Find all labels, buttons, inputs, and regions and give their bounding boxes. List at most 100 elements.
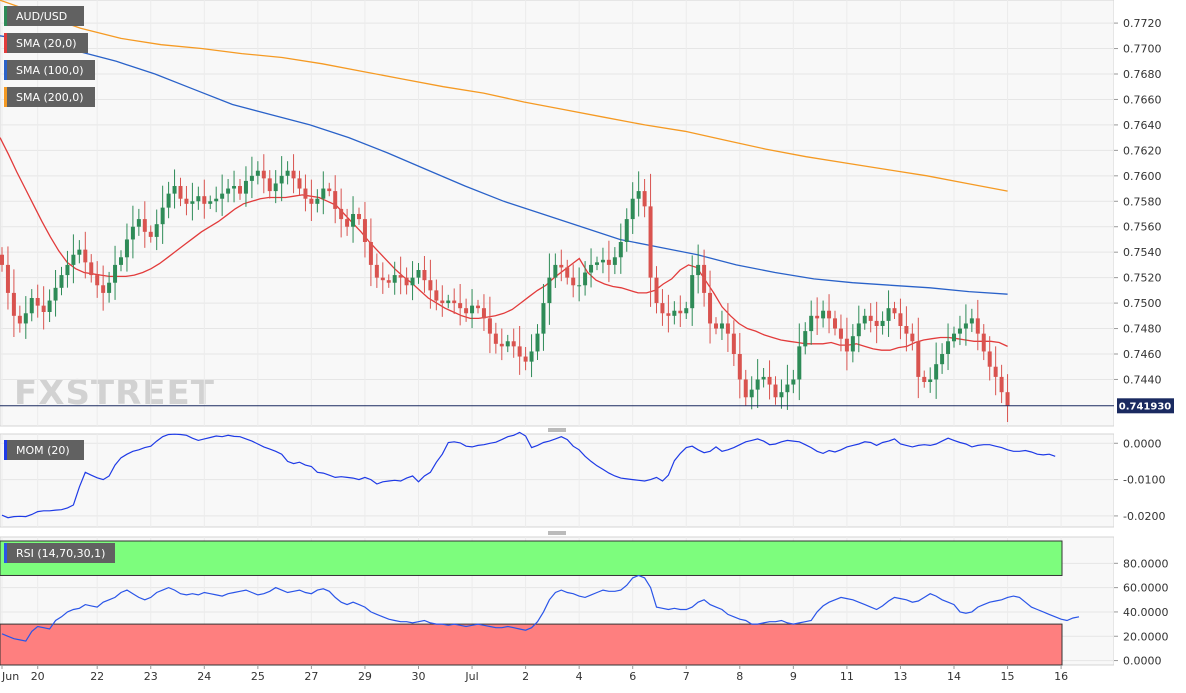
legend-rsi[interactable]: RSI (14,70,30,1) bbox=[4, 543, 115, 563]
candle bbox=[648, 173, 653, 307]
candle bbox=[511, 328, 516, 358]
candle-body bbox=[660, 303, 665, 314]
candle bbox=[243, 166, 248, 207]
candle bbox=[238, 179, 242, 200]
candle bbox=[523, 347, 528, 371]
candle bbox=[987, 336, 992, 381]
candle-body bbox=[838, 328, 843, 339]
x-tick-label: 30 bbox=[412, 670, 426, 683]
moving-averages bbox=[0, 0, 1008, 351]
candle-body bbox=[196, 196, 201, 202]
candle bbox=[386, 274, 391, 288]
candle-body bbox=[327, 188, 332, 192]
candle bbox=[922, 370, 927, 388]
candle-body bbox=[511, 341, 516, 347]
x-tick-label: 14 bbox=[947, 670, 961, 683]
candle-body bbox=[612, 257, 617, 265]
candle bbox=[636, 171, 641, 217]
candle bbox=[862, 308, 867, 330]
candle-body bbox=[975, 318, 980, 334]
rsi-splitter-handle[interactable] bbox=[548, 531, 566, 535]
candle bbox=[791, 369, 796, 394]
candle-body bbox=[583, 272, 588, 286]
candle-body bbox=[618, 242, 623, 258]
candle bbox=[833, 310, 837, 336]
candle bbox=[838, 314, 843, 352]
legend-sma100[interactable]: SMA (100,0) bbox=[4, 60, 95, 80]
candle-body bbox=[29, 298, 34, 314]
candle bbox=[874, 301, 879, 344]
candle-body bbox=[101, 285, 106, 293]
legend-sma200[interactable]: SMA (200,0) bbox=[4, 87, 95, 107]
candle-body bbox=[809, 315, 814, 332]
candle bbox=[928, 367, 933, 393]
legend-sma20[interactable]: SMA (20,0) bbox=[4, 33, 88, 53]
candle-body bbox=[690, 275, 695, 309]
candle bbox=[89, 254, 94, 283]
candle bbox=[612, 247, 617, 275]
candle-body bbox=[630, 198, 635, 220]
candle-body bbox=[934, 364, 939, 380]
candle-body bbox=[589, 264, 594, 273]
candle-body bbox=[606, 259, 611, 265]
candle bbox=[886, 290, 891, 337]
candle-body bbox=[559, 264, 564, 268]
price-tick-label: 0.7580 bbox=[1123, 195, 1162, 208]
candle-body bbox=[767, 376, 772, 385]
mom-splitter-handle[interactable] bbox=[548, 428, 566, 432]
candle bbox=[767, 360, 772, 400]
candle bbox=[29, 289, 34, 322]
price-panel bbox=[0, 0, 1115, 427]
candle bbox=[571, 264, 576, 298]
candle-body bbox=[249, 175, 254, 181]
candle bbox=[59, 266, 64, 296]
candle bbox=[719, 310, 724, 340]
price-tick-label: 0.7600 bbox=[1123, 170, 1162, 183]
candle bbox=[1005, 374, 1010, 423]
candle-body bbox=[315, 198, 320, 204]
candle bbox=[993, 346, 998, 396]
candle bbox=[583, 261, 588, 296]
candle bbox=[351, 196, 356, 243]
candle bbox=[41, 286, 46, 330]
candle-body bbox=[136, 219, 141, 227]
legend-symbol[interactable]: AUD/USD bbox=[4, 6, 84, 26]
candle-body bbox=[476, 305, 480, 309]
candle bbox=[904, 306, 909, 352]
candle-body bbox=[154, 224, 159, 237]
mom-panel bbox=[0, 433, 1115, 528]
candle bbox=[553, 253, 558, 288]
candle bbox=[654, 266, 659, 314]
candle bbox=[803, 322, 808, 355]
candle-body bbox=[797, 346, 802, 380]
candle bbox=[535, 324, 540, 361]
candle-body bbox=[11, 292, 16, 316]
x-tick-label: 8 bbox=[736, 670, 743, 683]
candle bbox=[53, 270, 58, 317]
candle bbox=[999, 364, 1004, 404]
candle bbox=[517, 326, 522, 375]
candle-body bbox=[404, 277, 409, 286]
candle bbox=[773, 376, 778, 405]
candle-body bbox=[672, 310, 677, 316]
candle bbox=[481, 294, 486, 331]
candle bbox=[303, 174, 308, 212]
x-tick-label: 27 bbox=[304, 670, 318, 683]
candle-body bbox=[410, 277, 415, 286]
candle-body bbox=[285, 170, 290, 176]
candle-body bbox=[113, 264, 118, 283]
candle-body bbox=[595, 262, 599, 265]
candle-body bbox=[725, 323, 730, 334]
candle-body bbox=[856, 323, 861, 337]
candle bbox=[368, 218, 373, 287]
legend-mom[interactable]: MOM (20) bbox=[4, 440, 84, 460]
candle-body bbox=[487, 318, 492, 334]
candle-body bbox=[279, 175, 284, 184]
candle-body bbox=[999, 376, 1004, 393]
candle bbox=[910, 323, 915, 351]
candle-body bbox=[23, 313, 28, 324]
x-tick-label: 25 bbox=[251, 670, 265, 683]
candle bbox=[749, 376, 754, 410]
sma100-line bbox=[0, 35, 1008, 295]
right-axis-background bbox=[1114, 0, 1186, 689]
